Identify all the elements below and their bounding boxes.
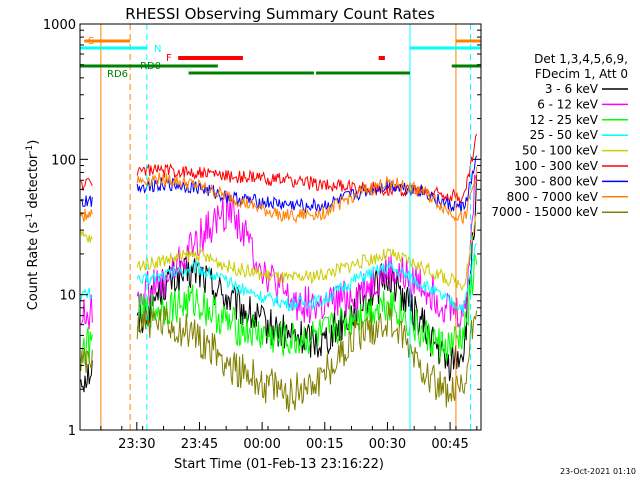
legend-label: 50 - 100 keV	[522, 144, 599, 158]
legend-label: 12 - 25 keV	[530, 113, 599, 127]
y-tick-label: 1000	[43, 18, 76, 33]
series-line-100-300keV	[136, 133, 478, 204]
x-axis-label: Start Time (01-Feb-13 23:16:22)	[174, 457, 384, 472]
x-tick-label: 00:30	[369, 437, 406, 452]
chart-title: RHESSI Observing Summary Count Rates	[125, 5, 435, 23]
legend-header-line-2: FDecim 1, Att 0	[535, 67, 628, 81]
series-line-25-50keV	[80, 287, 93, 302]
flag-label-s: S	[88, 36, 94, 47]
legend-label: 300 - 800 keV	[514, 174, 598, 188]
series-line-300-800keV	[136, 155, 478, 214]
x-tick-label: 00:15	[306, 437, 343, 452]
legend: Det 1,3,4,5,6,9, FDecim 1, Att 0 3 - 6 k…	[491, 52, 628, 219]
y-tick-label: 10	[59, 289, 76, 304]
series-line-25-50keV	[136, 242, 477, 314]
series-line-300-800keV	[80, 195, 93, 207]
flag-label-f: F	[166, 53, 172, 64]
x-tick-label: 23:30	[118, 437, 155, 452]
footer-date: 23-Oct-2021 01:10	[560, 467, 636, 476]
series-line-7000-15000keV	[80, 348, 93, 374]
x-tick-label: 00:00	[243, 437, 280, 452]
legend-label: 6 - 12 keV	[537, 97, 599, 111]
x-tick-label: 00:45	[431, 437, 468, 452]
series-line-12-25keV	[136, 253, 478, 363]
series-line-3-6keV	[80, 360, 93, 393]
flag-label-rd0: RD0	[140, 61, 161, 72]
legend-label: 3 - 6 keV	[545, 82, 599, 96]
plot-frame	[79, 23, 482, 431]
series-line-7000-15000keV	[136, 302, 478, 413]
series-line-50-100keV	[136, 213, 478, 292]
flag-label-rd6: RD6	[107, 69, 128, 80]
legend-label: 800 - 7000 keV	[507, 190, 599, 204]
y-axis-label: Count Rate (s-1 detector-1)	[25, 140, 41, 311]
flag-label-n: N	[154, 44, 161, 55]
series-line-12-25keV	[80, 327, 93, 365]
legend-label: 100 - 300 keV	[514, 159, 598, 173]
y-tick-label: 100	[51, 153, 76, 168]
legend-header-line-1: Det 1,3,4,5,6,9,	[534, 52, 628, 66]
y-tick-label: 1	[68, 424, 76, 439]
series-line-800-7000keV	[80, 208, 93, 223]
series-line-50-100keV	[80, 230, 93, 243]
series-line-6-12keV	[80, 294, 93, 330]
x-tick-label: 23:45	[181, 437, 218, 452]
series-line-800-7000keV	[136, 166, 478, 226]
legend-label: 7000 - 15000 keV	[491, 205, 598, 219]
series-line-6-12keV	[136, 174, 478, 329]
legend-label: 25 - 50 keV	[530, 128, 599, 142]
